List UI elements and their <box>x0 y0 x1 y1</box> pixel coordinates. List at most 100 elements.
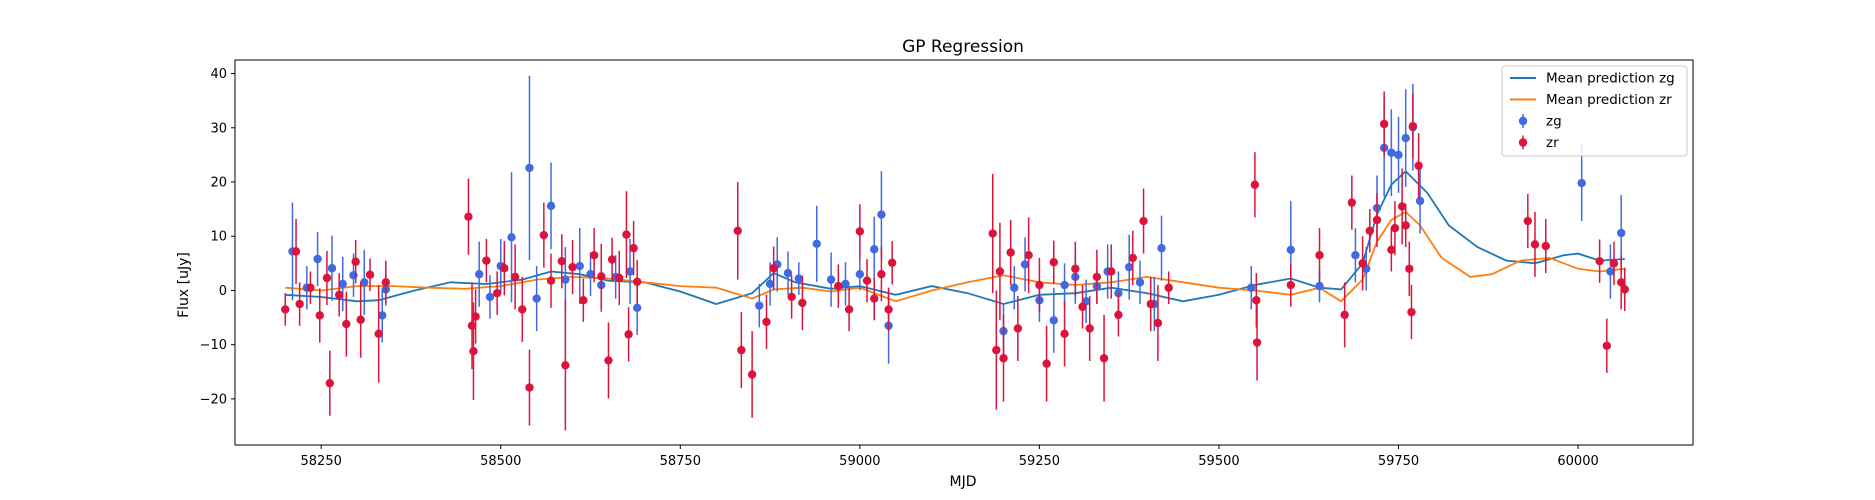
zr-data-point <box>1541 241 1550 251</box>
x-tick-label: 59250 <box>1019 454 1060 469</box>
zg-data-point <box>586 269 595 279</box>
zr-data-point <box>291 247 301 256</box>
zr-data-point <box>589 251 599 260</box>
zg-data-point <box>1394 150 1403 160</box>
chart-title: GP Regression <box>902 37 1024 57</box>
zr-data-point <box>1092 272 1102 282</box>
zr-data-point <box>887 258 897 268</box>
y-tick-label: 40 <box>210 67 227 82</box>
y-tick-label: −10 <box>200 338 227 353</box>
zg-data-point <box>855 269 865 279</box>
zr-data-point <box>607 255 617 264</box>
zr-data-point <box>1060 329 1069 339</box>
zg-data-point <box>826 275 836 284</box>
zr-data-point <box>624 330 633 339</box>
zr-data-point <box>464 212 473 221</box>
zr-data-point <box>855 227 865 236</box>
zr-data-point <box>1340 310 1349 320</box>
zr-data-point <box>510 272 520 282</box>
x-axis-label: MJD <box>950 474 977 490</box>
zr-data-point <box>1414 161 1423 170</box>
zg-data-point <box>1060 280 1069 290</box>
zr-data-point <box>1616 278 1626 287</box>
zr-data-point <box>334 290 344 299</box>
zg-data-point <box>794 274 804 283</box>
zr-data-point <box>798 298 807 308</box>
zr-data-point <box>356 315 365 324</box>
zr-data-point <box>1128 253 1137 263</box>
zr-data-point <box>834 281 843 291</box>
legend-label: zg <box>1546 114 1562 130</box>
zg-data-point <box>633 303 642 313</box>
zr-data-point <box>1164 283 1173 292</box>
zr-data-point <box>844 305 854 314</box>
x-tick-label: 59750 <box>1378 454 1419 469</box>
zr-data-point <box>539 230 549 240</box>
zr-data-point <box>1035 280 1044 290</box>
zr-data-point <box>1609 259 1619 268</box>
zr-data-point <box>995 267 1005 276</box>
x-tick-label: 58250 <box>301 454 342 469</box>
zr-data-point <box>769 264 778 273</box>
zr-data-point <box>1024 251 1033 260</box>
zr-data-point <box>306 283 315 292</box>
zg-data-point <box>625 267 635 276</box>
legend-box <box>1501 65 1688 157</box>
series-zg <box>288 75 1626 364</box>
zr-data-point <box>1530 240 1540 249</box>
zg-data-point <box>1387 148 1396 157</box>
zr-data-point <box>1595 256 1604 266</box>
zg-data-point <box>575 261 584 271</box>
zr-data-point <box>1315 251 1324 260</box>
zr-data-point <box>557 256 566 266</box>
zr-data-point <box>1523 216 1533 226</box>
zr-data-point <box>1042 359 1051 368</box>
axis-ticks: 58250 58500 58750 59000 59250 59500 59750 60000… <box>200 67 1599 469</box>
zr-data-point <box>1114 310 1123 320</box>
zr-data-point <box>992 345 1001 355</box>
zr-data-point <box>787 292 796 302</box>
zg-data-point <box>1124 262 1134 272</box>
zr-data-point <box>561 361 570 370</box>
zg-data-point <box>338 279 347 289</box>
zr-data-point <box>1071 264 1080 273</box>
zg-data-point <box>349 271 358 280</box>
zr-data-point <box>1099 354 1109 363</box>
zg-data-point <box>783 268 793 278</box>
zr-data-point <box>381 278 391 287</box>
zr-data-point <box>615 273 624 283</box>
zg-data-point <box>474 269 484 279</box>
zg-data-point <box>561 275 570 284</box>
zr-data-point <box>322 273 332 283</box>
zg-data-point <box>877 210 886 219</box>
zg-data-point <box>1616 228 1626 238</box>
zg-data-point <box>1606 267 1615 276</box>
zr-data-point <box>1252 296 1261 305</box>
zr-data-point <box>471 312 480 321</box>
zr-data-point <box>342 319 351 329</box>
y-tick-label: 20 <box>210 176 227 191</box>
zg-data-point <box>1135 278 1145 287</box>
zr-data-point <box>1358 259 1367 268</box>
x-tick-label: 58750 <box>660 454 701 469</box>
zr-data-point <box>737 345 746 355</box>
zr-data-point <box>862 276 872 285</box>
zr-data-point <box>492 288 502 298</box>
zg-data-point <box>1157 243 1166 253</box>
y-tick-label: 0 <box>219 284 227 299</box>
zr-data-point <box>1602 341 1612 350</box>
zr-data-point <box>1078 302 1087 311</box>
zr-data-point <box>1372 215 1382 225</box>
series-zr <box>281 91 1629 431</box>
zr-data-point <box>351 257 360 266</box>
zg-data-point <box>1315 281 1324 291</box>
zg-data-point <box>360 278 369 287</box>
zg-data-point <box>1020 260 1030 269</box>
zr-data-point <box>1139 216 1148 226</box>
zr-data-point <box>733 226 742 236</box>
zr-data-point <box>1250 180 1260 189</box>
y-tick-label: 10 <box>210 230 227 245</box>
zg-data-point <box>870 245 879 254</box>
zr-data-point <box>1387 245 1396 254</box>
x-tick-label: 60000 <box>1557 454 1598 469</box>
